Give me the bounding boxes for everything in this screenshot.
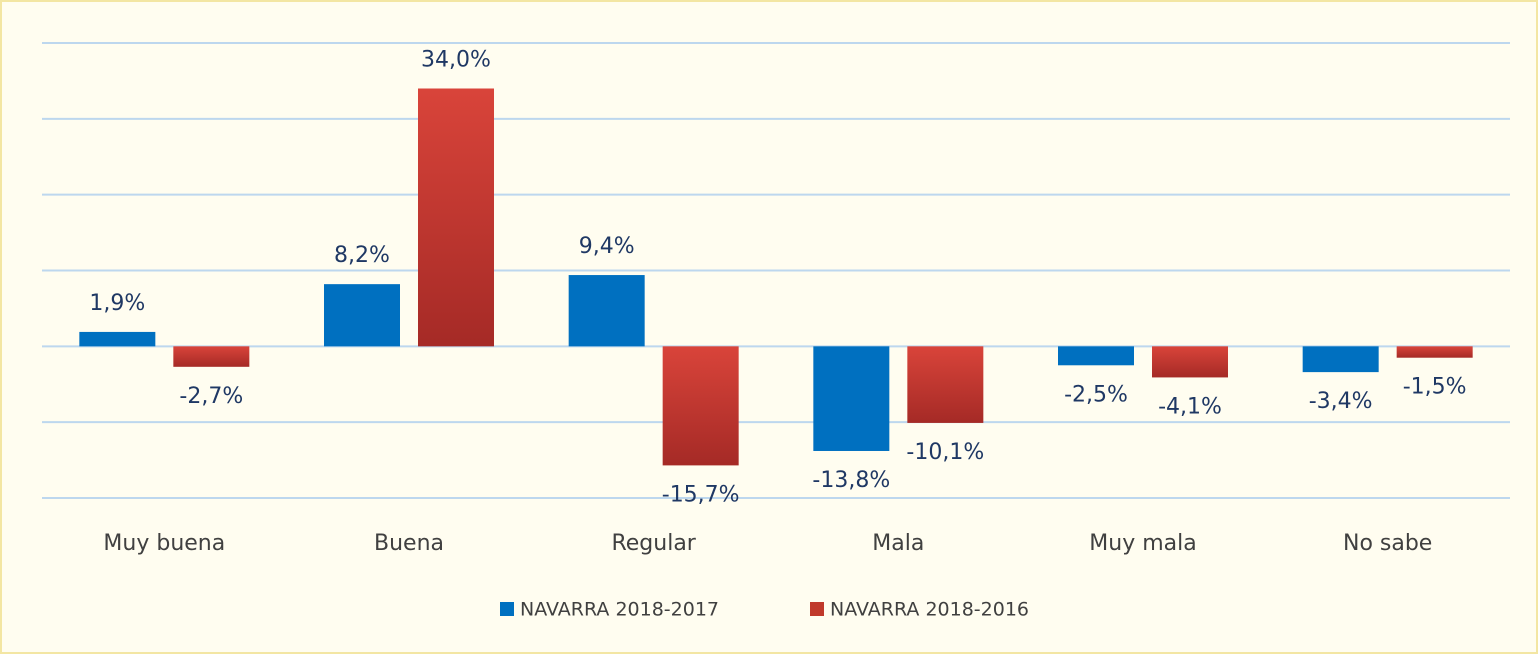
data-label: -1,5% xyxy=(1403,375,1467,400)
data-label: -15,7% xyxy=(662,482,740,507)
legend-swatch xyxy=(500,602,514,616)
bar xyxy=(1058,346,1134,366)
bar xyxy=(1396,346,1473,358)
x-tick-label: No sabe xyxy=(1343,531,1432,556)
x-tick-label: Muy mala xyxy=(1089,531,1196,556)
bar xyxy=(907,346,984,423)
data-label: -4,1% xyxy=(1158,394,1222,419)
data-label: 34,0% xyxy=(421,48,491,73)
bar xyxy=(173,346,250,367)
data-label: -10,1% xyxy=(906,440,984,465)
bar xyxy=(418,88,494,347)
data-label: -2,7% xyxy=(179,384,243,409)
legend-swatch xyxy=(810,602,824,616)
bar xyxy=(324,284,400,347)
data-label: 8,2% xyxy=(334,243,390,268)
data-label: 1,9% xyxy=(89,291,145,316)
bar xyxy=(79,331,156,347)
bar xyxy=(813,346,890,451)
data-label: -3,4% xyxy=(1309,389,1373,414)
data-label: -13,8% xyxy=(812,468,890,493)
bar xyxy=(662,346,739,466)
data-label: 9,4% xyxy=(579,234,635,259)
x-tick-label: Mala xyxy=(872,531,924,556)
x-tick-label: Muy buena xyxy=(103,531,225,556)
bar xyxy=(568,275,645,347)
legend-label: NAVARRA 2018-2017 xyxy=(520,599,719,621)
bar xyxy=(1302,346,1379,373)
bar xyxy=(1152,346,1228,378)
legend-label: NAVARRA 2018-2016 xyxy=(830,599,1029,621)
data-label: -2,5% xyxy=(1064,382,1128,407)
x-tick-label: Buena xyxy=(374,531,444,556)
x-tick-label: Regular xyxy=(611,531,696,556)
legend: NAVARRA 2018-2017 NAVARRA 2018-2016 xyxy=(500,599,1029,621)
